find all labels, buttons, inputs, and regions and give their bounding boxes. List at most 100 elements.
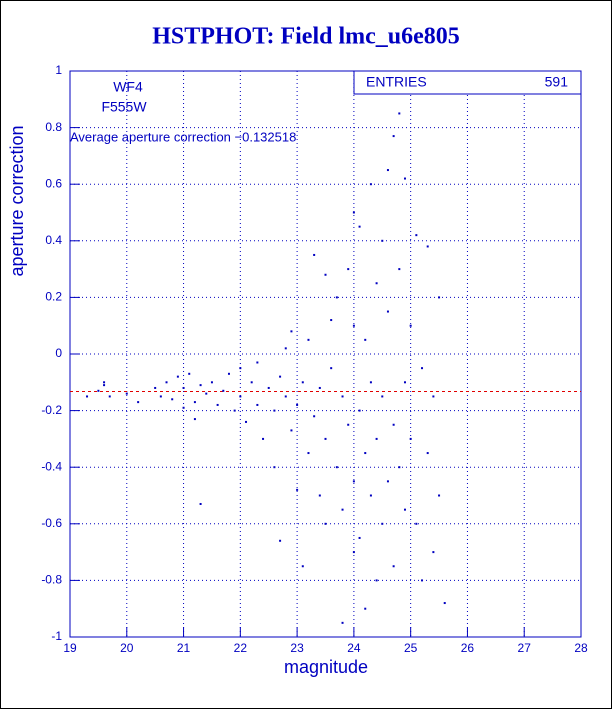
point [438,494,441,497]
point [176,375,179,378]
point [279,375,282,378]
point [341,508,344,511]
point [398,466,401,469]
x-tick-label: 27 [518,641,532,655]
point [443,602,446,605]
y-tick-label: -0.2 [41,403,62,417]
point [171,398,174,401]
point [369,381,372,384]
point [375,282,378,285]
point [341,395,344,398]
point [386,310,389,313]
point [239,367,242,370]
point [403,381,406,384]
point [296,488,299,491]
y-tick-label: 0.6 [45,176,62,190]
point [364,607,367,610]
point [210,381,213,384]
plot-frame [69,70,582,638]
point [250,381,253,384]
point [409,324,412,327]
point [165,381,168,384]
point [193,418,196,421]
point [182,406,185,409]
point [392,423,395,426]
point [352,551,355,554]
x-tick-label: 25 [404,641,418,655]
point [352,480,355,483]
stats-value: 591 [545,74,569,90]
point [262,437,265,440]
point [426,245,429,248]
point [398,112,401,115]
point [358,409,361,412]
point [421,367,424,370]
point [188,372,191,375]
point [267,386,270,389]
point [97,389,100,392]
point [330,319,333,322]
point [375,579,378,582]
point [273,466,276,469]
point [352,324,355,327]
y-tick-label: -1 [51,629,62,643]
x-tick-label: 19 [63,641,77,655]
point [233,409,236,412]
annotation: WF4 [113,79,143,95]
stats-label: ENTRIES [366,74,427,90]
point [352,211,355,214]
point [313,415,316,418]
point [403,508,406,511]
point [193,401,196,404]
point [199,502,202,505]
y-tick-label: 1 [55,63,62,77]
y-tick-label: -0.6 [41,516,62,530]
point [324,437,327,440]
point [284,395,287,398]
point [369,183,372,186]
point [330,367,333,370]
x-tick-label: 22 [234,641,248,655]
point [222,389,225,392]
point [341,621,344,624]
y-axis-label: aperture correction [7,125,27,276]
point [369,494,372,497]
point [386,169,389,172]
point [358,536,361,539]
x-tick-label: 23 [290,641,304,655]
point [421,579,424,582]
y-tick-label: 0.8 [45,120,62,134]
point [284,347,287,350]
point [279,539,282,542]
x-tick-label: 28 [574,641,588,655]
point [273,409,276,412]
x-tick-label: 21 [177,641,191,655]
point [154,386,157,389]
point [182,386,185,389]
point [381,239,384,242]
point [256,403,259,406]
point [335,296,338,299]
y-tick-label: 0 [55,346,62,360]
point [358,225,361,228]
point [386,480,389,483]
y-tick-label: 0.2 [45,290,62,304]
y-tick-label: -0.4 [41,459,62,473]
point [301,565,304,568]
point [290,330,293,333]
point [256,361,259,364]
point [409,437,412,440]
point [432,395,435,398]
point [137,401,140,404]
reference-label: Average aperture correction −0.132518 [70,129,296,144]
point [415,522,418,525]
point [318,386,321,389]
point [296,403,299,406]
point [347,423,350,426]
point [415,234,418,237]
point [347,268,350,271]
point [245,420,248,423]
point [381,522,384,525]
point [324,522,327,525]
